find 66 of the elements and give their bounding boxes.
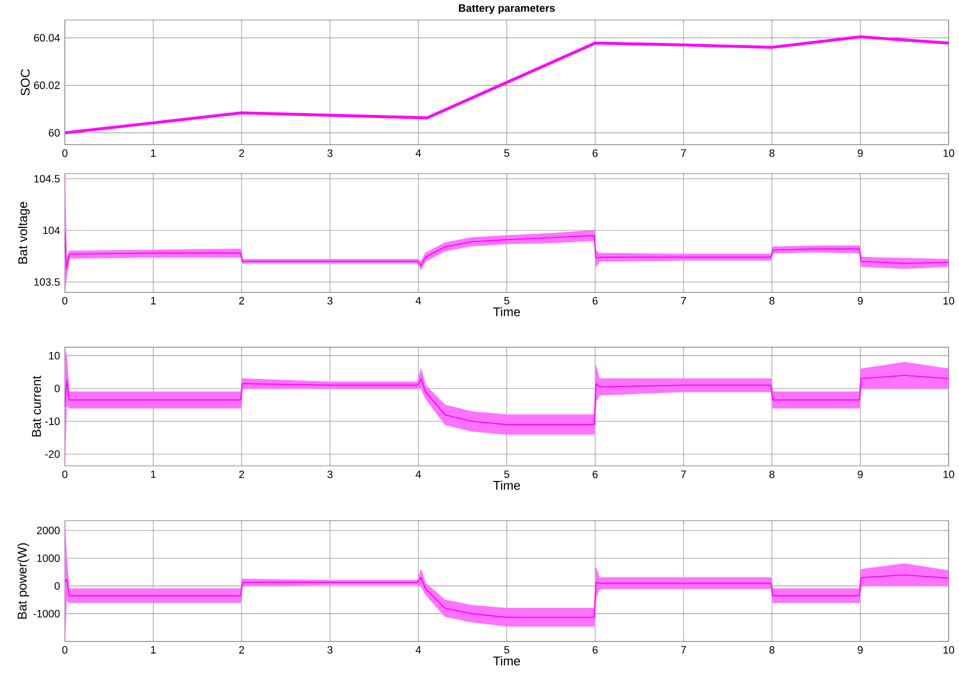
x-tick-label: 2 (239, 646, 244, 654)
y-tick-label: 60 (48, 128, 60, 136)
y-tick-label: 60.04 (34, 34, 60, 42)
x-tick-label: 5 (504, 296, 510, 304)
chart-title: Battery parameters (458, 4, 555, 14)
x-tick-label: 6 (592, 646, 598, 654)
x-tick-label: 9 (858, 296, 863, 304)
y-axis-title: Bat current (32, 376, 41, 436)
x-tick-label: 6 (592, 149, 598, 157)
x-tick-label: 0 (62, 646, 68, 654)
x-tick-label: 1 (151, 149, 156, 157)
x-tick-label: 6 (592, 470, 598, 478)
x-tick-label: 8 (769, 470, 774, 478)
x-tick-label: 5 (504, 646, 510, 654)
x-tick-label: 9 (858, 470, 863, 478)
y-tick-label: 60.02 (34, 81, 60, 89)
x-tick-label: 10 (944, 646, 954, 654)
y-axis-title: Bat power(W) (17, 543, 30, 618)
y-tick-label: -1000 (33, 610, 60, 618)
y-tick-label: -10 (45, 417, 60, 425)
y-axis-title: SOC (20, 68, 30, 96)
x-tick-label: 3 (327, 646, 332, 654)
x-tick-label: 0 (62, 296, 68, 304)
x-tick-label: 3 (327, 149, 332, 157)
y-tick-label: 104.5 (34, 174, 60, 182)
x-tick-label: 0 (62, 470, 68, 478)
x-tick-label: 1 (151, 646, 156, 654)
x-tick-label: 0 (62, 149, 68, 157)
x-tick-label: 7 (681, 646, 686, 654)
x-tick-label: 10 (944, 470, 954, 478)
x-tick-label: 8 (769, 149, 774, 157)
x-axis-title: Time (493, 656, 520, 666)
x-tick-label: 4 (416, 296, 422, 304)
x-tick-label: 2 (239, 149, 244, 157)
y-tick-label: 103.5 (34, 278, 60, 286)
x-tick-label: 8 (769, 646, 774, 654)
y-axis-title: Bat voltage (18, 202, 30, 264)
x-tick-label: 7 (681, 296, 686, 304)
x-axis-title: Time (493, 480, 520, 490)
x-tick-label: 4 (416, 470, 422, 478)
y-tick-label: 10 (49, 352, 60, 360)
y-tick-label: 1000 (37, 554, 60, 562)
x-tick-label: 6 (592, 296, 598, 304)
x-tick-label: 1 (151, 470, 156, 478)
x-tick-label: 10 (944, 296, 954, 304)
x-tick-label: 4 (416, 149, 422, 157)
x-tick-label: 9 (858, 149, 863, 157)
y-tick-label: -20 (45, 450, 60, 458)
x-tick-label: 5 (504, 470, 510, 478)
x-tick-label: 2 (239, 470, 244, 478)
x-tick-label: 7 (681, 470, 686, 478)
x-tick-label: 7 (681, 149, 686, 157)
x-axis-title: Time (493, 306, 520, 316)
y-tick-label: 0 (54, 384, 60, 392)
y-tick-label: 0 (54, 582, 60, 590)
y-tick-label: 2000 (37, 526, 60, 534)
y-tick-label: 104 (43, 226, 60, 234)
x-tick-label: 3 (327, 470, 332, 478)
x-tick-label: 9 (858, 646, 863, 654)
x-tick-label: 3 (327, 296, 332, 304)
x-tick-label: 10 (944, 149, 954, 157)
x-tick-label: 5 (504, 149, 510, 157)
x-tick-label: 4 (416, 646, 422, 654)
x-tick-label: 8 (769, 296, 774, 304)
x-tick-label: 1 (151, 296, 156, 304)
x-tick-label: 2 (239, 296, 244, 304)
